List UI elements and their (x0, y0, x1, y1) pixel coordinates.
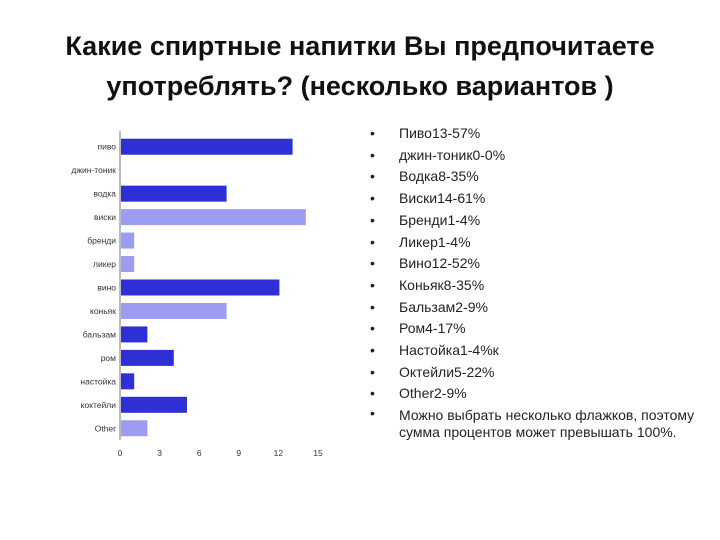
slide-title-line-2: употреблять? (несколько вариантов ) (106, 71, 614, 101)
list-item-note: Можно выбрать несколько флажков, поэтому… (366, 405, 706, 441)
list-item: Водка8-35% (366, 166, 706, 188)
category-label: бренди (87, 236, 116, 246)
list-item: Ликер1-4% (366, 232, 706, 254)
bar (121, 302, 227, 319)
category-label: джин-тоник (71, 165, 116, 175)
x-tick-label: 3 (157, 448, 162, 458)
category-label: Other (95, 423, 116, 433)
list-item: Виски14-61% (366, 188, 706, 210)
bar (121, 396, 187, 413)
category-label: пиво (98, 142, 117, 152)
category-label: бальзам (83, 329, 116, 339)
category-label: водка (93, 189, 116, 199)
bar (121, 209, 306, 226)
list-item: Бальзам2-9% (366, 297, 706, 319)
bar (121, 185, 227, 202)
category-label: вино (97, 283, 116, 293)
list-item: Вино12-52% (366, 253, 706, 275)
bar (121, 256, 135, 273)
x-tick-label: 15 (313, 448, 323, 458)
x-tick-label: 6 (197, 448, 202, 458)
bar-chart: пиво джин-тоник водка виски бренди ликер вино к… (71, 131, 323, 458)
bar (121, 349, 174, 366)
bar (121, 420, 148, 437)
x-tick-label: 0 (118, 448, 123, 458)
category-label: виски (94, 212, 116, 222)
bar (121, 138, 293, 155)
list-item: Бренди1-4% (366, 210, 706, 232)
category-label: коньяк (90, 306, 116, 316)
category-label: коктейли (81, 400, 117, 410)
x-tick-label: 9 (236, 448, 241, 458)
list-item: Ром4-17% (366, 318, 706, 340)
list-item: Пиво13-57% (366, 123, 706, 145)
list-item: Other2-9% (366, 383, 706, 405)
results-list: Пиво13-57% джин-тоник0-0% Водка8-35% Вис… (366, 123, 706, 441)
x-tick-label: 12 (274, 448, 284, 458)
category-label: настойка (80, 376, 116, 386)
bar (121, 326, 148, 343)
bar (121, 232, 135, 249)
list-item: Коньяк8-35% (366, 275, 706, 297)
slide-title: Какие спиртные напитки Вы предпочитаете … (20, 26, 700, 106)
bar (121, 373, 135, 390)
list-item: Настойка1-4%к (366, 340, 706, 362)
list-item: джин-тоник0-0% (366, 145, 706, 167)
slide-title-line-1: Какие спиртные напитки Вы предпочитаете (65, 31, 655, 61)
list-item: Октейли5-22% (366, 362, 706, 384)
category-label: ром (101, 353, 116, 363)
category-label: ликер (93, 259, 116, 269)
bar (121, 279, 280, 296)
